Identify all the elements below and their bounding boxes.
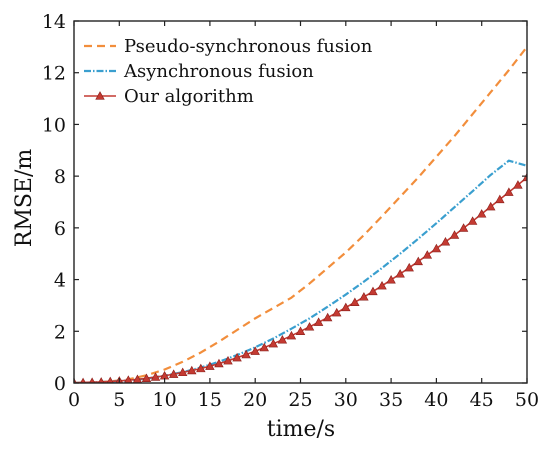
series-point-2-6 — [124, 375, 133, 383]
y-axis-label: RMSE/m — [12, 149, 37, 248]
legend-marker-2 — [95, 91, 105, 100]
series-point-2-33 — [368, 286, 378, 296]
series-point-2-13 — [187, 365, 197, 375]
series-point-2-30 — [341, 302, 351, 312]
series-point-2-8 — [141, 373, 152, 383]
x-tick-label-5: 25 — [288, 389, 312, 411]
x-tick-label-1: 5 — [113, 389, 125, 411]
series-point-2-1 — [80, 377, 87, 383]
series-line-1 — [74, 159, 527, 383]
series-point-2-23 — [277, 335, 288, 344]
y-tick-label-3: 6 — [54, 218, 66, 240]
series-point-2-20 — [250, 346, 260, 355]
legend: Pseudo-synchronous fusion Asynchronous fu… — [84, 36, 373, 107]
series-point-2-2 — [89, 377, 96, 383]
series-point-2-29 — [332, 307, 342, 317]
x-tick-label-0: 0 — [68, 389, 80, 411]
x-tick-label-3: 15 — [198, 389, 222, 411]
series-0 — [74, 46, 527, 383]
series-point-2-12 — [178, 367, 188, 377]
series-1 — [74, 159, 527, 383]
plot-layer — [74, 46, 527, 383]
x-tick-label-7: 35 — [379, 389, 403, 411]
legend-entry-1: Asynchronous fusion — [84, 61, 314, 82]
series-point-2-45 — [476, 209, 487, 218]
series-point-2-14 — [196, 363, 206, 373]
series-point-2-38 — [413, 256, 423, 266]
series-point-2-28 — [322, 312, 333, 322]
series-point-2-16 — [214, 358, 224, 368]
series-point-2-17 — [223, 355, 233, 365]
series-point-2-11 — [168, 369, 179, 378]
series-point-2-41 — [440, 237, 451, 246]
x-tick-label-4: 20 — [243, 389, 267, 411]
series-point-2-25 — [295, 326, 306, 335]
series-point-2-21 — [259, 342, 269, 352]
series-point-2-36 — [395, 269, 405, 278]
series-point-2-35 — [386, 275, 396, 284]
legend-label-0: Pseudo-synchronous fusion — [124, 36, 373, 57]
x-tick-label-10: 50 — [515, 389, 539, 411]
series-line-2 — [74, 176, 527, 383]
series-point-2-15 — [205, 361, 215, 370]
series-point-2-50 — [522, 172, 527, 182]
x-tick-label-6: 30 — [334, 389, 358, 411]
y-tick-label-6: 12 — [42, 63, 66, 85]
series-point-2-27 — [313, 317, 324, 326]
series-point-2-22 — [268, 338, 279, 348]
series-2 — [74, 172, 527, 383]
series-point-2-46 — [486, 201, 496, 211]
series-point-2-40 — [431, 243, 442, 253]
y-tick-label-1: 2 — [54, 321, 66, 343]
series-point-2-19 — [241, 349, 251, 359]
y-tick-label-7: 14 — [42, 11, 66, 33]
legend-entry-0: Pseudo-synchronous fusion — [84, 36, 373, 57]
series-point-2-49 — [513, 180, 523, 189]
series-point-2-24 — [286, 330, 297, 340]
series-point-2-34 — [377, 280, 387, 290]
series-point-2-39 — [422, 250, 433, 259]
series-point-2-9 — [150, 372, 161, 381]
x-tick-label-2: 10 — [153, 389, 177, 411]
series-line-0 — [74, 46, 527, 383]
series-point-2-47 — [495, 194, 505, 204]
legend-entry-2: Our algorithm — [84, 86, 254, 107]
series-point-2-32 — [359, 292, 369, 301]
tick-layer: 0 5 10 15 20 25 30 35 40 45 50 0 2 4 6 8 10 12 14 — [42, 11, 539, 411]
series-point-2-48 — [504, 187, 514, 196]
x-axis-label: time/s — [267, 417, 335, 442]
y-tick-label-4: 8 — [54, 166, 66, 188]
y-tick-label-0: 0 — [54, 373, 66, 395]
series-point-2-4 — [106, 376, 114, 383]
series-point-2-26 — [304, 322, 315, 331]
legend-label-2: Our algorithm — [124, 86, 254, 107]
series-point-2-42 — [449, 230, 460, 239]
legend-label-1: Asynchronous fusion — [123, 61, 314, 82]
y-tick-label-5: 10 — [42, 114, 66, 136]
series-point-2-31 — [350, 297, 360, 306]
series-point-2-37 — [404, 262, 414, 272]
series-point-2-44 — [467, 216, 478, 225]
x-tick-label-9: 45 — [470, 389, 494, 411]
series-point-2-43 — [458, 223, 469, 232]
x-tick-label-8: 40 — [424, 389, 448, 411]
y-tick-label-2: 4 — [54, 270, 66, 292]
series-point-2-3 — [97, 377, 105, 383]
series-point-2-18 — [232, 352, 242, 362]
